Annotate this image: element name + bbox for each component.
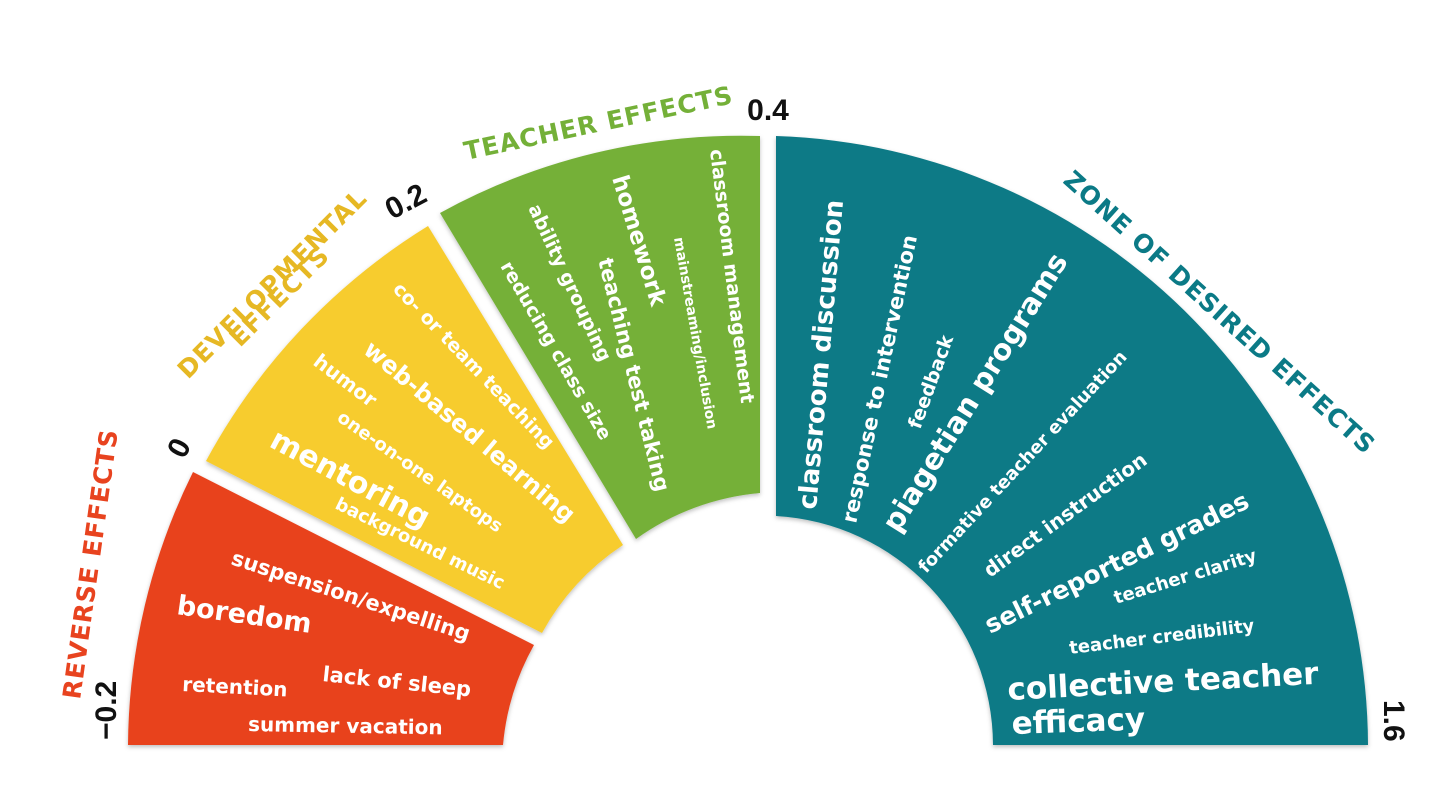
item-summer-vacation: summer vacation [248, 712, 443, 739]
zone-label-reverse-effects: REVERSE EFFECTS [57, 427, 124, 701]
item-retention: retention [182, 672, 288, 701]
sector-developmental-effects [206, 226, 623, 633]
item-efficacy: efficacy [1011, 701, 1146, 742]
gauge-sectors [128, 135, 1368, 745]
tick-label-0-4: 0.4 [747, 94, 789, 127]
tick-label-1-6: 1.6 [1377, 700, 1410, 742]
sector-reverse-effects [128, 472, 534, 745]
tick-label-minus-0-2: −0.2 [90, 681, 123, 740]
tick-label-0-2: 0.2 [380, 177, 432, 226]
sector-zone-of-desired-effects [776, 136, 1368, 745]
tick-label-0: 0 [161, 433, 198, 463]
sector-teacher-effects [440, 135, 760, 539]
